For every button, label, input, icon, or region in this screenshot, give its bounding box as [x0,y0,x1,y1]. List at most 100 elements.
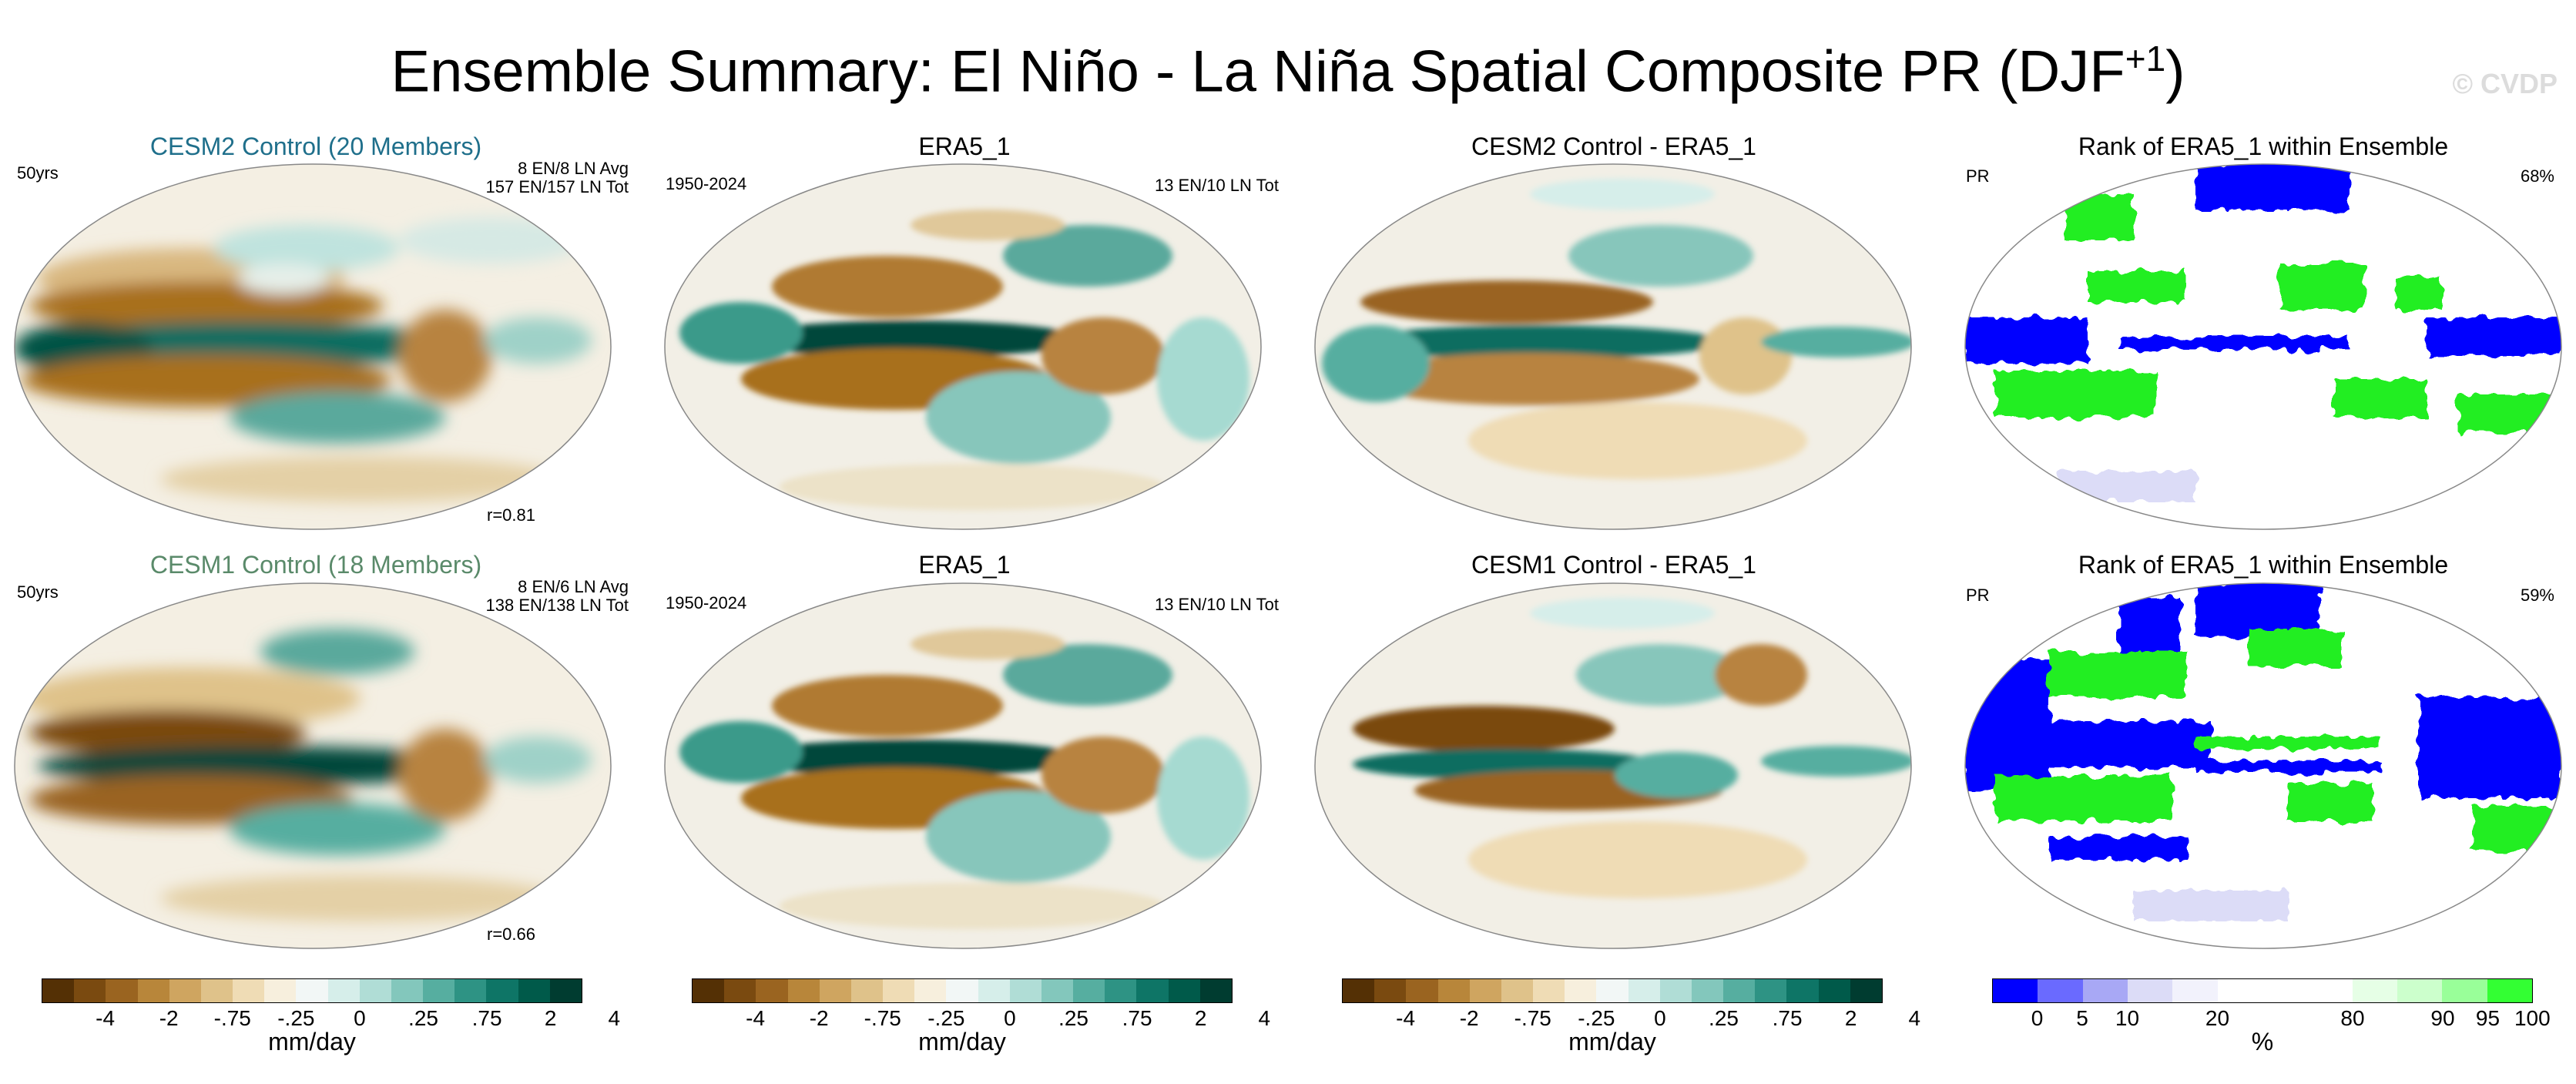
colorbar-swatch [1818,979,1850,1002]
colorbar-swatch [1596,979,1628,1002]
panel-note-obs-tot: 13 EN/10 LN Tot [1154,595,1279,614]
colorbar-pr [1342,978,1883,1003]
colorbar-tick-label: -.75 [1514,1006,1551,1030]
colorbar-swatch [1565,979,1597,1002]
colorbar-swatch [2217,979,2262,1002]
title-text: Ensemble Summary: El Niño - La Niña Spat… [391,39,2125,105]
colorbar-tick-label: 2 [544,1006,557,1030]
figure-title: Ensemble Summary: El Niño - La Niña Spat… [0,20,2576,110]
colorbar-swatch [1136,979,1169,1002]
panel-note-variable: PR [1966,166,1990,186]
colorbar-swatch [296,979,328,1002]
colorbar-tick-label: 95 [2475,1006,2501,1030]
watermark: © CVDP [2452,68,2558,99]
colorbar-tick-label: 5 [2076,1006,2088,1030]
colorbar-tick-label: -.75 [213,1006,251,1030]
colorbar-swatch [454,979,487,1002]
colorbar-tick-label: 20 [2205,1006,2230,1030]
colorbar-swatch [1850,979,1882,1002]
colorbar-swatch [1691,979,1724,1002]
colorbar-swatch [2307,979,2353,1002]
colorbar-swatch [391,979,424,1002]
colorbar-swatch [978,979,1010,1002]
colorbar-tick-label: 4 [608,1006,621,1030]
panel-note-years: 50yrs [17,163,59,183]
colorbar-pr [42,978,582,1003]
panel-title-diff: CESM1 Control - ERA5_1 [1471,551,1756,579]
panel-note-tot: 157 EN/157 LN Tot [485,177,629,196]
colorbar-swatch [549,979,582,1002]
colorbar-pr-unit: mm/day [918,1028,1006,1055]
colorbar-swatch [1009,979,1041,1002]
colorbar-pr-unit: mm/day [268,1028,356,1055]
pattern-correlation: r=0.81 [487,505,535,525]
colorbar-tick-label: 0 [1004,1006,1016,1030]
colorbar-swatch [1168,979,1200,1002]
map-rank-era5 [1964,582,2562,949]
colorbar-swatch [946,979,978,1002]
colorbar-swatch [850,979,884,1002]
panel-note-period: 1950-2024 [666,593,747,612]
colorbar-swatch [914,979,947,1002]
colorbar-tick-label: .75 [471,1006,502,1030]
colorbar-pr-ticks: -4 -2 -.75 -.25 0 .25 .75 2 4 [1342,1006,1920,1037]
colorbar-swatch [1437,979,1470,1002]
colorbar-tick-label: 0 [2031,1006,2044,1030]
colorbar-swatch [2172,979,2218,1002]
colorbar-tick-label: 90 [2430,1006,2455,1030]
colorbar-pr-ticks: -4 -2 -.75 -.25 0 .25 .75 2 4 [42,1006,620,1037]
colorbar-tick-label: .25 [1058,1006,1088,1030]
panel-title-obs: ERA5_1 [918,551,1011,579]
colorbar-swatch [1469,979,1501,1002]
colorbar-tick-label: 2 [1844,1006,1857,1030]
map-era5-composite [664,582,1262,949]
colorbar-swatch [42,979,75,1002]
colorbar-swatch [819,979,851,1002]
colorbar-swatch [233,979,265,1002]
colorbar-swatch [2487,979,2532,1002]
map-rank-era5 [1964,163,2562,530]
colorbar-tick-label: -.25 [927,1006,965,1030]
colorbar-rank [1992,978,2533,1003]
colorbar-swatch [693,979,725,1002]
colorbar-pr-unit: mm/day [1568,1028,1656,1055]
colorbar-tick-label: -2 [159,1006,179,1030]
colorbar-swatch [724,979,756,1002]
colorbar-rank-unit: % [2251,1028,2274,1055]
pattern-correlation: r=0.66 [487,925,535,944]
map-era5-composite [664,163,1262,530]
colorbar-tick-label: 4 [1908,1006,1921,1030]
colorbar-swatch [169,979,201,1002]
panel-title-obs: ERA5_1 [918,133,1011,160]
map-cesm1-minus-era5 [1314,582,1912,949]
colorbar-swatch [1374,979,1407,1002]
title-superscript: +1 [2125,39,2166,79]
colorbar-tick-label: 80 [2340,1006,2365,1030]
colorbar-swatch [1199,979,1232,1002]
colorbar-swatch [1628,979,1660,1002]
panel-title-rank: Rank of ERA5_1 within Ensemble [2078,551,2449,579]
colorbar-tick-label: -2 [1459,1006,1479,1030]
colorbar-tick-label: -4 [1396,1006,1416,1030]
colorbar-swatch [423,979,455,1002]
colorbar-swatch [1786,979,1819,1002]
map-cesm2-minus-era5 [1314,163,1912,530]
colorbar-tick-label: 10 [2115,1006,2140,1030]
colorbar-swatch [1501,979,1534,1002]
colorbar-tick-label: .25 [408,1006,438,1030]
colorbar-swatch [2352,979,2397,1002]
colorbar-tick-label: 0 [1654,1006,1666,1030]
panel-note-obs-tot: 13 EN/10 LN Tot [1154,176,1279,195]
colorbar-swatch [1659,979,1692,1002]
panel-note-avg: 8 EN/8 LN Avg [518,159,629,178]
colorbar-tick-label: -.25 [277,1006,315,1030]
colorbar-swatch [1755,979,1787,1002]
colorbar-swatch [1343,979,1375,1002]
panel-note-avg: 8 EN/6 LN Avg [518,577,629,596]
colorbar-rank-ticks: 0 5 10 20 80 90 95 100 [1992,1006,2551,1037]
colorbar-swatch [327,979,360,1002]
colorbar-swatch [2442,979,2487,1002]
colorbar-swatch [787,979,820,1002]
colorbar-swatch [359,979,391,1002]
colorbar-swatch [1073,979,1105,1002]
